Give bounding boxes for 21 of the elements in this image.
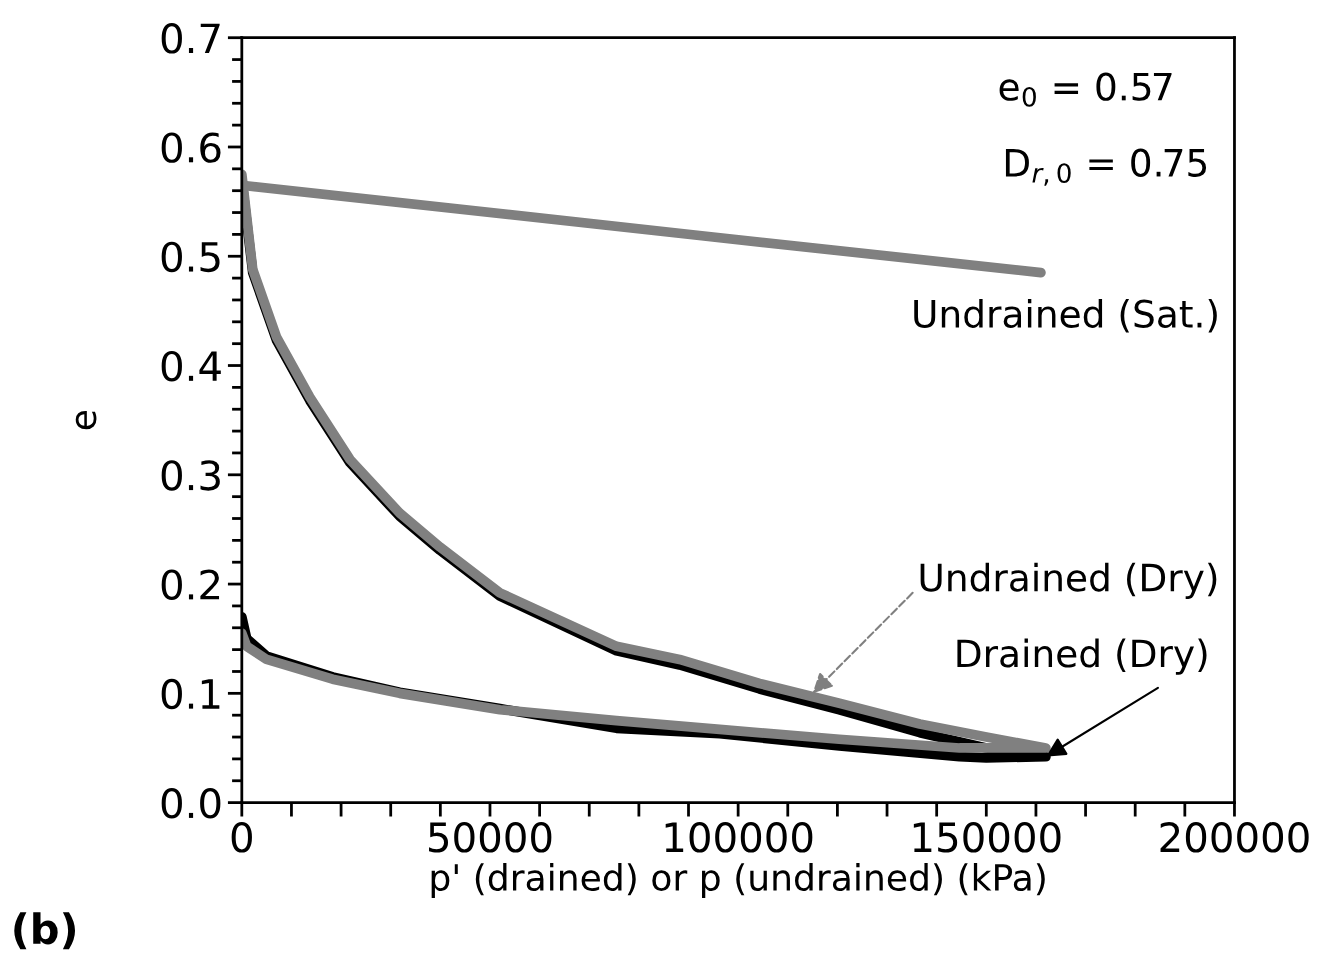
y-axis-title: e <box>75 410 97 430</box>
y-tick-label: 0.6 <box>161 132 221 163</box>
x-tick-label: 200000 <box>1160 822 1309 853</box>
y-tick-label: 0.0 <box>161 788 221 819</box>
x-tick-label: 0 <box>231 822 252 853</box>
y-tick-label: 0.7 <box>161 23 220 54</box>
annotation: e$_{0}$ = 0.57 <box>999 72 1172 107</box>
y-tick-label: 0.1 <box>161 678 220 710</box>
y-tick-label: 0.3 <box>161 460 220 491</box>
annotation: Drained (Dry) <box>957 638 1207 675</box>
y-tick-label: 0.5 <box>161 241 220 273</box>
x-axis-title: p' (drained) or p (undrained) (kPa) <box>431 863 1045 899</box>
annotation: Undrained (Sat.) <box>914 298 1217 333</box>
y-tick-label: 0.2 <box>161 569 220 600</box>
text: (b) <box>14 912 76 950</box>
x-tick-label: 150000 <box>913 822 1061 853</box>
x-tick-label: 100000 <box>665 822 813 853</box>
annotation: Undrained (Dry) <box>920 562 1217 599</box>
annotation: D$_{r,0}$ = 0.75 <box>1005 148 1207 186</box>
y-tick-label: 0.4 <box>161 350 221 382</box>
x-tick-label: 50000 <box>429 822 552 853</box>
